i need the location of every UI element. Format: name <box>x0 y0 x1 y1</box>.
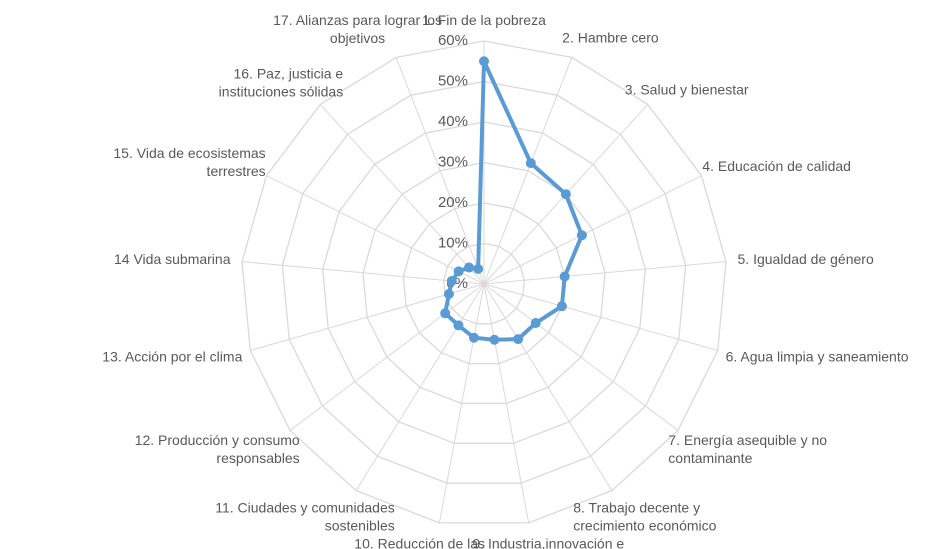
category-label: 10. Reducción de las desigualdades <box>354 535 486 549</box>
spoke <box>483 283 530 523</box>
point <box>559 271 570 282</box>
spoke <box>395 57 485 285</box>
category-label: 16. Paz, justicia e instituciones sólida… <box>218 65 344 100</box>
category-label: 9. Industria,innovación e infraestructur… <box>472 535 625 549</box>
spoke <box>438 283 485 523</box>
r-tick-label: 60% <box>438 32 468 49</box>
category-label: 14 Vida submarina <box>113 251 231 268</box>
category-label: 2. Hambre cero <box>562 29 659 46</box>
r-tick-label: 30% <box>438 153 468 170</box>
point <box>473 263 484 274</box>
spoke <box>319 104 485 285</box>
spoke <box>241 261 485 285</box>
r-tick-label: 10% <box>438 234 468 251</box>
spoke <box>483 57 573 285</box>
category-label: 13. Acción por el clima <box>102 348 243 365</box>
grid-ring <box>402 202 566 365</box>
point <box>468 332 479 343</box>
spoke <box>483 175 702 285</box>
point <box>443 288 454 299</box>
spoke <box>355 283 485 491</box>
grid-ring <box>241 40 727 524</box>
point <box>556 301 567 312</box>
point <box>489 334 500 345</box>
category-label: 17. Alianzas para lograr los objetivos <box>273 12 442 47</box>
point <box>530 318 541 329</box>
category-label: 7. Energía asequible y no contaminante <box>668 431 828 466</box>
point <box>463 262 474 273</box>
category-label: 11. Ciudades y comunidades sostenibles <box>215 499 395 534</box>
spoke <box>483 261 727 285</box>
category-label: 1. Fin de la pobreza <box>422 12 546 28</box>
category-label: 5. Igualdad de género <box>737 251 874 268</box>
grid-ring <box>362 161 606 405</box>
category-label: 8. Trabajo decente y crecimiento económi… <box>573 499 717 534</box>
point <box>513 334 524 345</box>
spoke <box>483 283 679 431</box>
spoke <box>289 283 485 431</box>
grid-ring <box>443 242 525 325</box>
spoke <box>483 283 718 351</box>
grid-ring <box>281 80 687 484</box>
category-label: 4. Educación de calidad <box>702 158 851 175</box>
r-tick-label: 40% <box>438 113 468 130</box>
point <box>576 230 587 241</box>
grid-ring <box>322 121 646 444</box>
category-label: 3. Salud y bienestar <box>624 80 749 97</box>
point <box>440 308 451 319</box>
spoke <box>266 175 485 285</box>
r-tick-label: 20% <box>438 194 468 211</box>
point <box>525 158 536 169</box>
spoke <box>483 283 613 491</box>
point <box>446 276 457 287</box>
category-label: 15. Vida de ecosistemas terrestres <box>113 145 266 180</box>
point <box>560 189 571 200</box>
point <box>479 56 489 67</box>
r-tick-label: 50% <box>438 72 468 89</box>
category-label: 6. Agua limpia y saneamiento <box>725 348 909 365</box>
category-label: 12. Producción y consumo responsables <box>134 431 300 466</box>
point <box>453 266 464 277</box>
point <box>453 320 464 331</box>
